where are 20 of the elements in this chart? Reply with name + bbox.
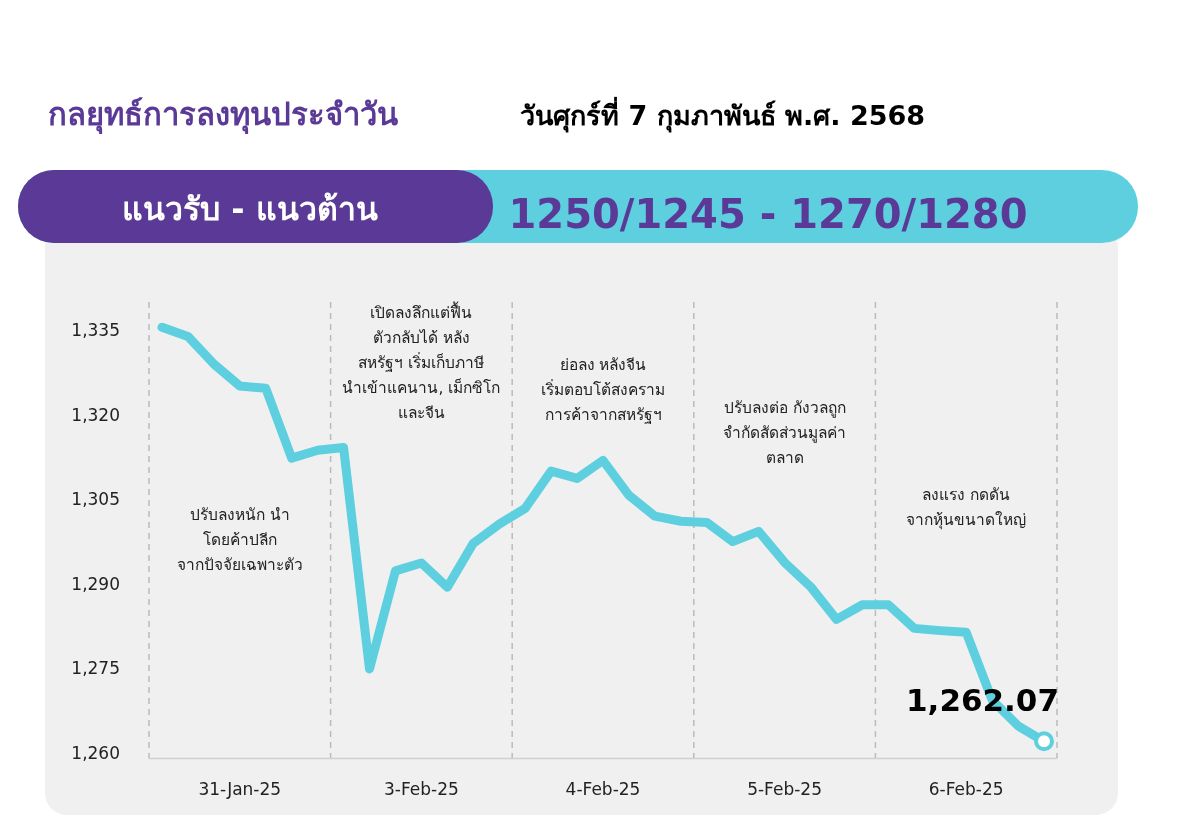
annotation: ย่อลง หลังจีน เริ่มตอบโต้สงคราม การค้าจากสหรัฐฯ (541, 356, 665, 424)
y-tick-label: 1,275 (71, 658, 120, 679)
x-tick-label: 4-Feb-25 (565, 779, 641, 799)
y-tick-label: 1,320 (71, 404, 120, 425)
text: 1250/1245 - 1270/1280 (508, 191, 1028, 237)
chart-title: กลยุทธ์การลงทุนประจำวัน (48, 96, 398, 134)
x-tick-label: 6-Feb-25 (928, 779, 1004, 799)
x-tick-label: 5-Feb-25 (747, 779, 823, 799)
annotation: เปิดลงลึกแต่ฟื้น ตัวกลับได้ หลัง สหรัฐฯ เริ่มเก็บภาษี นำเข้าแคนาน, เม็กซิโก และจีน (342, 301, 501, 422)
x-tick-label: 3-Feb-25 (383, 779, 459, 799)
chart-subtitle: วันศุกร์ที่ 7 กุมภาพันธ์ พ.ศ. 2568 (520, 96, 926, 133)
y-tick-label: 1,335 (71, 320, 120, 341)
annotation: ปรับลงต่อ กังวลถูก จำกัดสัดส่วนมูลค่า ตลาด (723, 399, 847, 467)
annotation: ลงแรง กดดัน จากหุ้นขนาดใหญ่ (906, 486, 1027, 530)
y-tick-label: 1,305 (71, 489, 120, 510)
annotation: ปรับลงหนัก นำ โดยค้าปลีก จากปัจจัยเฉพาะตัว (176, 506, 303, 574)
y-tick-label: 1,290 (71, 573, 120, 594)
x-tick-label: 31-Jan-25 (198, 779, 282, 799)
y-tick-label: 1,260 (71, 742, 120, 763)
text: แนวรับ - แนวต้าน (122, 190, 378, 228)
